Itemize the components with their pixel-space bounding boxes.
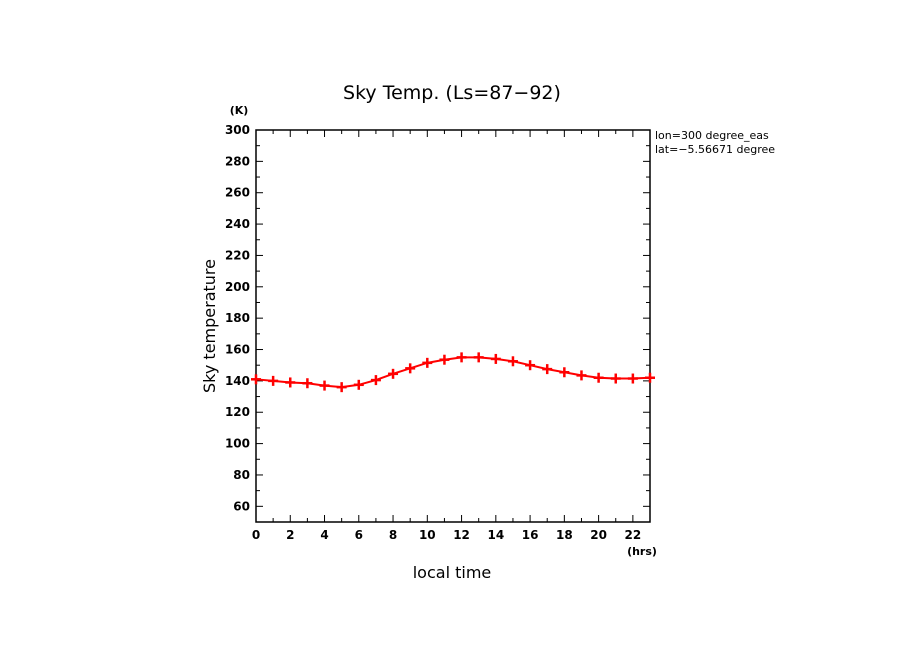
y-tick-label: 240 [225,217,250,231]
y-tick-label: 160 [225,343,250,357]
plot-frame [255,129,651,523]
y-tick-label: 140 [225,374,250,388]
y-tick-label: 280 [225,154,250,168]
y-tick-label: 80 [233,468,250,482]
x-tick-label: 4 [320,528,328,542]
y-tick-label: 100 [225,437,250,451]
x-tick-label: 20 [590,528,607,542]
y-tick-label: 180 [225,311,250,325]
x-tick-label: 14 [487,528,504,542]
y-tick-label: 300 [225,123,250,137]
y-tick-label: 60 [233,499,250,513]
data-point [251,374,261,385]
data-point [353,379,364,390]
chart-title: Sky Temp. (Ls=87−92) [343,82,561,104]
x-tick-label: 22 [625,528,642,542]
data-point [542,364,553,375]
x-tick-label: 12 [453,528,470,542]
data-point [645,372,655,383]
series-line [255,356,651,389]
data-point [370,375,381,386]
x-tick-label: 2 [286,528,294,542]
data-point [456,352,467,363]
data-point [593,372,604,383]
data-point [576,370,587,381]
data-point [319,380,330,391]
x-tick-label: 10 [419,528,436,542]
y-tick-label: 220 [225,248,250,262]
data-point [559,367,570,378]
data-point [490,353,501,364]
y-tick-label: 260 [225,186,250,200]
data-point [285,377,296,388]
x-tick-label: 16 [522,528,539,542]
data-point [525,360,536,371]
data-point [336,382,347,393]
data-point [627,373,638,384]
data-point [422,357,433,368]
annotation-lon: lon=300 degree_eas [655,129,769,142]
data-point [610,373,621,384]
data-series [251,352,655,393]
x-axis-unit: (hrs) [627,545,657,558]
data-point [405,363,416,374]
y-tick-label: 120 [225,405,250,419]
data-point [268,375,279,386]
data-point [388,368,399,379]
x-tick-label: 8 [389,528,397,542]
x-tick-label: 6 [355,528,363,542]
y-tick-label: 200 [225,280,250,294]
x-tick-label: 18 [556,528,573,542]
y-axis-label: Sky temperature [200,259,219,393]
data-point [439,354,450,365]
y-axis-unit: (K) [230,104,249,117]
data-point [302,378,313,389]
axes: 0 2 4 6 8 10 12 14 16 18 20 22 60 80 100 120 140 160 180 20… [225,123,651,542]
data-point [473,352,484,363]
x-axis-label: local time [413,563,492,582]
data-point [507,356,518,367]
annotation-lat: lat=−5.56671 degree [655,143,775,156]
x-tick-label: 0 [252,528,260,542]
